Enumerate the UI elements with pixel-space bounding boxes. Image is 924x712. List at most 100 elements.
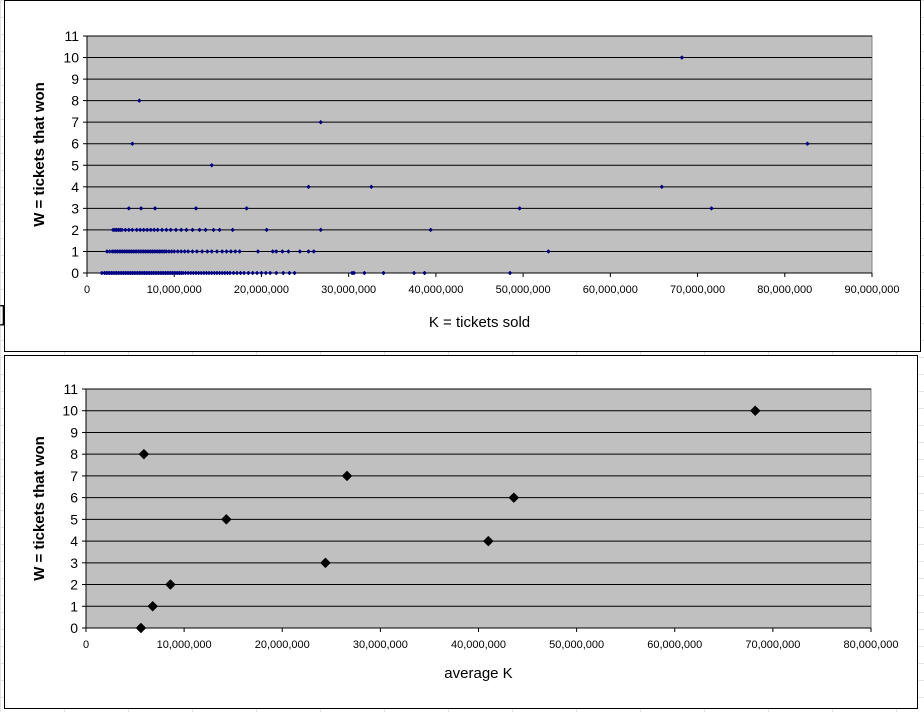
data-point — [232, 249, 238, 254]
data-point — [659, 184, 665, 190]
y-tick-label: 5 — [70, 511, 78, 527]
data-point — [217, 227, 222, 233]
x-tick-label: 70,000,000 — [745, 639, 800, 651]
y-tick-label: 4 — [71, 179, 79, 195]
data-point — [185, 249, 191, 254]
y-tick-label: 9 — [71, 71, 79, 87]
chart-tickets-sold-scatter[interactable]: 0 1 2 3 4 5 6 7 8 9 10 11 0 10,000,000 20,000,000 30,00… — [4, 0, 921, 352]
x-tick-label: 50,000,000 — [549, 639, 604, 651]
x-tick-label: 20,000,000 — [234, 284, 289, 296]
data-point — [126, 206, 132, 211]
y-axis-title: W = tickets that won — [31, 82, 48, 227]
data-point — [141, 227, 147, 233]
data-point — [546, 249, 551, 254]
data-point — [231, 270, 236, 276]
data-point — [362, 270, 367, 276]
data-point — [422, 270, 427, 276]
y-tick-label: 7 — [70, 468, 78, 484]
data-point — [182, 249, 188, 254]
data-point — [227, 270, 233, 276]
x-tick-label: 10,000,000 — [157, 639, 212, 651]
y-tick-label: 0 — [70, 620, 78, 636]
data-point — [234, 270, 240, 276]
y-tick-label: 11 — [63, 381, 78, 397]
x-tick-label: 90,000,000 — [844, 284, 899, 296]
data-point — [244, 206, 249, 211]
x-tick-label: 70,000,000 — [670, 284, 725, 296]
data-point — [224, 249, 229, 254]
y-tick-label: 3 — [70, 555, 78, 571]
data-point — [250, 270, 256, 276]
data-point — [517, 206, 522, 211]
data-point — [267, 270, 273, 276]
data-point — [292, 270, 297, 276]
y-tick-label: 10 — [62, 403, 78, 419]
y-tick-label: 2 — [71, 222, 79, 238]
data-point — [193, 206, 199, 211]
data-point — [197, 227, 202, 233]
y-tick-label: 9 — [70, 424, 78, 440]
x-tick-label: 30,000,000 — [353, 639, 408, 651]
y-tick-label: 11 — [64, 28, 79, 44]
chart-1-svg: 0 1 2 3 4 5 6 7 8 9 10 11 0 10,000,000 20,000,000 30,00… — [31, 28, 900, 331]
x-tick-label: 40,000,000 — [408, 284, 463, 296]
data-point — [381, 270, 386, 276]
data-point — [428, 227, 434, 233]
data-point — [144, 227, 150, 233]
y-tick-label: 3 — [71, 200, 79, 216]
x-tick-label: 20,000,000 — [255, 639, 310, 651]
y-tick-label: 8 — [71, 93, 79, 109]
x-tick-label: 50,000,000 — [496, 284, 551, 296]
data-point — [297, 249, 303, 254]
data-point — [320, 557, 331, 569]
plot-area — [85, 388, 872, 629]
data-point — [126, 227, 132, 233]
data-point — [171, 249, 177, 254]
data-point — [159, 227, 165, 233]
y-tick-label: 7 — [71, 114, 79, 130]
data-point — [351, 270, 357, 276]
data-point — [151, 227, 157, 233]
data-point — [148, 227, 154, 233]
x-tick-label: 80,000,000 — [843, 639, 898, 651]
y-tick-label: 4 — [70, 533, 78, 549]
data-point — [203, 227, 208, 233]
data-point — [168, 227, 174, 233]
data-point — [190, 249, 195, 254]
data-point — [259, 270, 264, 276]
y-tick-label: 1 — [71, 243, 79, 259]
data-point — [311, 249, 317, 254]
y-tick-label: 1 — [70, 598, 78, 614]
chart-average-k-scatter[interactable]: 0 1 2 3 4 5 6 7 8 9 10 11 0 10,000,000 20,000,000 30,00… — [4, 355, 918, 709]
data-point — [709, 206, 714, 211]
plot-area — [86, 35, 873, 274]
data-point — [138, 448, 150, 460]
cell-edge-mark: ] — [0, 300, 4, 328]
data-point — [130, 141, 135, 147]
x-tick-label: 60,000,000 — [647, 639, 702, 651]
data-point — [264, 227, 270, 233]
data-point — [287, 270, 292, 276]
data-point — [306, 249, 311, 254]
data-point — [749, 405, 761, 417]
chart-2-svg: 0 1 2 3 4 5 6 7 8 9 10 11 0 10,000,000 20,000,000 30,00… — [31, 381, 899, 682]
y-tick-label: 5 — [71, 157, 79, 173]
data-point — [214, 249, 220, 254]
data-point — [136, 98, 142, 103]
data-point — [137, 227, 143, 233]
data-point — [164, 227, 169, 233]
data-point — [123, 227, 128, 233]
data-point — [220, 514, 232, 525]
data-point — [209, 162, 215, 168]
data-point — [205, 249, 210, 254]
y-tick-label: 6 — [71, 136, 79, 152]
data-point — [152, 206, 158, 211]
x-tick-label: 40,000,000 — [451, 639, 506, 651]
data-point — [273, 270, 279, 276]
data-point — [237, 249, 242, 254]
data-point — [318, 227, 324, 233]
data-point — [134, 227, 140, 233]
data-point — [173, 227, 179, 233]
data-point — [280, 270, 286, 276]
data-point — [508, 492, 520, 503]
